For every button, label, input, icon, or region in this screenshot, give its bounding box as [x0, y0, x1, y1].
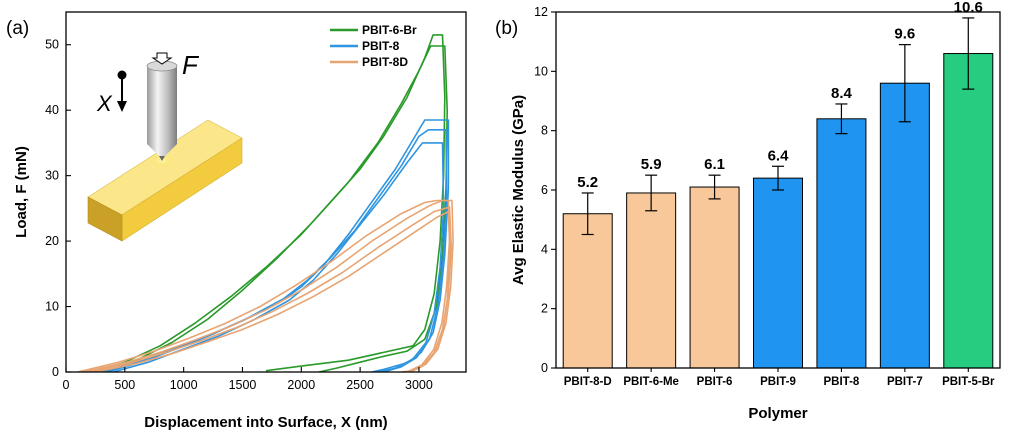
panel-b-y-ticks: 0 2 4 6 8 10 12 — [534, 5, 556, 375]
x-tick-label: 1500 — [229, 378, 257, 392]
curve-pbit-8d-3 — [95, 210, 451, 372]
panel-a-x-label: Displacement into Surface, X (nm) — [144, 414, 387, 431]
panel-a-frame — [65, 11, 467, 373]
bar-pbit-9 — [753, 177, 803, 369]
bar-group-pbit-6: 6.1 PBIT-6 — [689, 156, 740, 388]
panel-a-y-ticks: 0 10 20 30 40 50 — [45, 38, 71, 379]
category-label: PBIT-9 — [760, 376, 796, 388]
panel-a: (a) F — [6, 11, 467, 431]
data-label: 5.2 — [577, 174, 598, 191]
bar-group-pbit-6-me: 5.9 PBIT-6-Me — [623, 156, 679, 388]
panel-b-label: (b) — [495, 18, 518, 39]
panel-b: (b) 5.2 PBIT-8-D 5.9 PBIT-6-Me 6.1 PBIT-6 6.4 P… — [495, 0, 1001, 422]
sample-block-side — [87, 196, 123, 242]
y-tick-label: 20 — [45, 234, 59, 248]
curve-pbit-6-br-2 — [106, 45, 448, 372]
x-tick-label: 1000 — [170, 378, 198, 392]
panel-a-label: (a) — [6, 18, 29, 39]
bar-group-pbit-8: 8.4 PBIT-8 — [816, 85, 867, 388]
legend-label-pbit-6-br: PBIT-6-Br — [362, 23, 417, 37]
x-tick-label: 500 — [114, 378, 135, 392]
y-tick-label: 4 — [541, 242, 548, 256]
bar-pbit-6 — [689, 186, 740, 369]
curve-pbit-8d-2 — [89, 206, 453, 372]
curve-pbit-6-br-1 — [95, 34, 446, 372]
bar-pbit-8-d — [562, 213, 613, 369]
load-displacement-curves — [77, 34, 454, 372]
y-tick-label: 0 — [541, 361, 548, 375]
probe-tip — [147, 144, 177, 156]
y-tick-label: 10 — [45, 300, 59, 314]
panel-b-x-label: Polymer — [748, 405, 807, 422]
data-label: 6.4 — [768, 147, 790, 164]
bar-pbit-7 — [879, 82, 930, 369]
category-label: PBIT-7 — [887, 376, 923, 388]
bar-pbit-6-me — [626, 192, 677, 369]
bar-group-pbit-8-d: 5.2 PBIT-8-D — [562, 174, 613, 388]
curve-pbit-8-2 — [112, 142, 445, 372]
category-label: PBIT-6 — [697, 376, 733, 388]
legend-label-pbit-8: PBIT-8 — [362, 39, 400, 53]
panel-a-y-label: Load, F (mN) — [13, 146, 30, 238]
force-arrow-icon — [151, 52, 173, 65]
x-tick-label: 2000 — [287, 378, 315, 392]
y-tick-label: 8 — [541, 124, 548, 138]
y-tick-label: 40 — [45, 103, 59, 117]
y-tick-label: 0 — [52, 365, 59, 379]
indentation-inset: F X — [87, 50, 243, 242]
panel-b-y-label: Avg Elastic Modulus (GPa) — [510, 95, 527, 285]
y-tick-label: 6 — [541, 183, 548, 197]
x-tick-label: 2500 — [346, 378, 374, 392]
data-label: 10.6 — [954, 0, 983, 16]
x-tick-label: 3000 — [405, 378, 433, 392]
displacement-symbol: X — [96, 91, 113, 116]
category-label: PBIT-6-Me — [623, 376, 679, 388]
indenter-probe — [147, 66, 177, 144]
x-tick-label: 0 — [63, 378, 70, 392]
force-symbol: F — [182, 50, 200, 80]
y-tick-label: 50 — [45, 38, 59, 52]
probe-point — [159, 156, 165, 161]
legend-label-pbit-8d: PBIT-8D — [362, 55, 408, 69]
curve-pbit-8d-4 — [77, 199, 451, 372]
y-tick-label: 2 — [541, 302, 548, 316]
data-label: 8.4 — [831, 85, 853, 102]
y-tick-label: 30 — [45, 169, 59, 183]
bar-group-pbit-5-br: 10.6 PBIT-5-Br — [942, 0, 995, 388]
displacement-arrow-icon — [117, 101, 127, 112]
category-label: PBIT-8-D — [564, 376, 612, 388]
bar-pbit-8 — [816, 118, 867, 369]
category-label: PBIT-8 — [824, 376, 860, 388]
data-label: 6.1 — [704, 156, 725, 173]
bar-group-pbit-7: 9.6 PBIT-7 — [879, 26, 930, 388]
category-label: PBIT-5-Br — [942, 376, 995, 388]
panel-a-legend: PBIT-6-Br PBIT-8 PBIT-8D — [330, 23, 417, 69]
panel-a-x-ticks: 0 500 1000 1500 2000 2500 3000 — [63, 367, 433, 392]
bar-pbit-5-br — [943, 53, 994, 369]
y-tick-label: 10 — [534, 64, 548, 78]
bar-series: 5.2 PBIT-8-D 5.9 PBIT-6-Me 6.1 PBIT-6 6.4 PBIT-… — [562, 0, 995, 388]
data-label: 9.6 — [894, 26, 915, 43]
y-tick-label: 12 — [534, 5, 548, 19]
bar-group-pbit-9: 6.4 PBIT-9 — [753, 147, 803, 388]
curve-pbit-8d-1 — [83, 199, 454, 372]
data-label: 5.9 — [641, 156, 662, 173]
